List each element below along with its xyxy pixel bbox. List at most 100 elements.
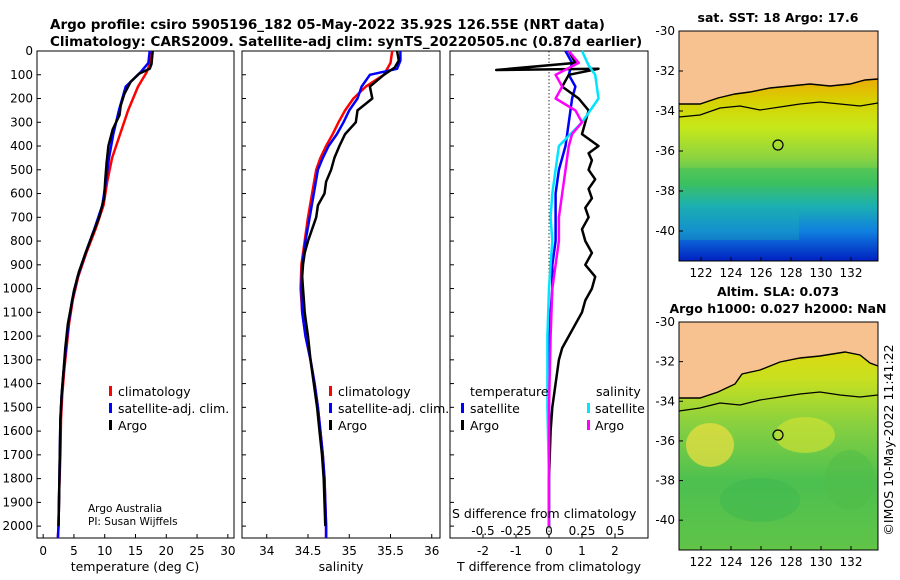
- map-lon-label: 130: [810, 266, 833, 280]
- credit-line2: PI: Susan Wijffels: [88, 516, 178, 528]
- sla-contour-line: [679, 391, 878, 412]
- legend3-sal-satellite-label: satellite: [595, 401, 645, 416]
- depth-tick-label: 100: [10, 68, 33, 82]
- map-lat-label: -40: [655, 513, 675, 527]
- x2-tick-label: 0.5: [605, 524, 624, 538]
- depth-tick-label: 800: [10, 234, 33, 248]
- depth-tick-label: 1100: [2, 305, 33, 319]
- sla-map-title2: Argo h1000: 0.027 h2000: NaN: [669, 301, 886, 316]
- x-tick-label: 0: [545, 544, 553, 558]
- depth-tick-label: 1700: [2, 448, 33, 462]
- map-lon-label: 132: [840, 266, 863, 280]
- map-lon-label: 126: [750, 555, 773, 569]
- series-line-satellite-adj-clim-: [56, 50, 151, 539]
- sla-argo-location-marker: [772, 429, 784, 441]
- difference-x-axis: -2 -1 0 1 2 -0.5 -0.25 0 0.25 0.5: [450, 50, 625, 558]
- x-tick-label: 1: [578, 544, 586, 558]
- sst-argo-location-marker: [772, 139, 784, 151]
- x-tick-label: 20: [159, 544, 174, 558]
- sla-map-frame: [678, 321, 879, 551]
- depth-tick-label: 1900: [2, 495, 33, 509]
- map-lat-label: -40: [655, 224, 675, 238]
- map-lat-label: -36: [655, 144, 675, 158]
- temperature-panel: 0100200300400500600700800900100011001200…: [2, 44, 235, 574]
- x-tick-label: 2: [611, 544, 619, 558]
- temperature-series: [56, 50, 154, 539]
- series-line-argo: [300, 50, 401, 527]
- series-line-satellite-adj-clim-: [300, 51, 402, 538]
- difference-panel: -2 -1 0 1 2 -0.5 -0.25 0 0.25 0.5 S difference fr…: [449, 50, 649, 574]
- x-tick-label: 10: [97, 544, 112, 558]
- salinity-diff-xlabel: S difference from climatology: [452, 506, 637, 521]
- series-line-salinity-satellite: [546, 50, 600, 527]
- depth-tick-label: 1000: [2, 282, 33, 296]
- legend3-sal-argo-label: Argo: [595, 418, 624, 433]
- depth-tick-label: 1500: [2, 400, 33, 414]
- x2-tick-label: 0.25: [569, 524, 596, 538]
- x-tick-label: 35: [342, 544, 357, 558]
- sla-map-axes: -30 -32 -34 -36 -38 -40 122 124 126 128 130 132: [655, 315, 862, 569]
- temperature-x-axis: 0 5 10 15 20 25 30: [39, 534, 235, 558]
- map-lat-label: -30: [655, 24, 675, 38]
- temperature-diff-xlabel: T difference from climatology: [456, 559, 642, 574]
- figure-title-line1: Argo profile: csiro 5905196_182 05-May-2…: [50, 17, 605, 33]
- map-lat-label: -36: [655, 434, 675, 448]
- legend2-argo-label: Argo: [338, 418, 367, 433]
- sla-coastline: [679, 351, 878, 399]
- legend3-salinity-header: salinity: [596, 384, 641, 399]
- salinity-panel: 34 34.5 35 35.5 36 salinity climatology sate…: [241, 50, 449, 574]
- depth-tick-label: 1300: [2, 353, 33, 367]
- sla-map-title1: Altim. SLA: 0.073: [717, 284, 839, 299]
- legend3-sal-argo-swatch: [587, 420, 590, 430]
- depth-tick-label: 1800: [2, 472, 33, 486]
- difference-series: [494, 50, 600, 527]
- sst-green-band: [679, 168, 878, 186]
- sst-coastline: [679, 78, 878, 105]
- legend3-sal-satellite-swatch: [587, 403, 590, 413]
- x2-tick-label: -0.25: [500, 524, 531, 538]
- legend3-temp-argo-swatch: [461, 420, 464, 430]
- map-lon-label: 124: [720, 555, 743, 569]
- sla-high-patch: [686, 423, 734, 467]
- salinity-legend: climatology satellite-adj. clim. Argo: [329, 384, 449, 433]
- salinity-axes-frame: [241, 50, 441, 539]
- sla-map: Altim. SLA: 0.073 Argo h1000: 0.027 h200…: [655, 284, 886, 569]
- map-lon-label: 130: [810, 555, 833, 569]
- sst-map-axes: -30 -32 -34 -36 -38 -40 122 124 126 128 130 132: [655, 24, 862, 280]
- map-lon-label: 122: [690, 555, 713, 569]
- x-tick-label: 35.5: [377, 544, 404, 558]
- sst-map-frame: [678, 30, 879, 262]
- legend2-climatology-label: climatology: [338, 384, 411, 399]
- legend-argo-label: Argo: [118, 418, 147, 433]
- legend2-satellite-label: satellite-adj. clim.: [338, 401, 449, 416]
- legend3-temp-argo-label: Argo: [470, 418, 499, 433]
- x-tick-label: 5: [70, 544, 78, 558]
- map-lat-label: -32: [655, 355, 675, 369]
- x2-tick-label: 0: [545, 524, 553, 538]
- depth-tick-label: 0: [25, 44, 33, 58]
- map-lat-label: -34: [655, 104, 675, 118]
- difference-legend: temperature salinity satellite Argo sate…: [461, 384, 645, 433]
- temperature-legend: climatology satellite-adj. clim. Argo: [109, 384, 229, 433]
- depth-axis: 0 100 200 300 400 500 600 700 800 900 1000 1100 1200…: [2, 44, 41, 533]
- salinity-series: [299, 50, 402, 538]
- salinity-x-axis: 34 34.5 35 35.5 36: [242, 50, 439, 558]
- sst-map-title: sat. SST: 18 Argo: 17.6: [698, 10, 859, 25]
- map-lat-label: -32: [655, 64, 675, 78]
- depth-tick-label: 700: [10, 210, 33, 224]
- legend2-climatology-swatch: [329, 386, 332, 396]
- salinity-xlabel: salinity: [319, 559, 364, 574]
- series-line-climatology: [299, 50, 394, 538]
- map-lon-label: 128: [780, 266, 803, 280]
- map-lat-label: -30: [655, 315, 675, 329]
- x-tick-label: -1: [510, 544, 522, 558]
- figure-title-line2: Climatology: CARS2009. Satellite-adj cli…: [50, 34, 642, 50]
- legend-climatology-swatch: [109, 386, 112, 396]
- legend3-temp-satellite-label: satellite: [470, 401, 520, 416]
- credit-line1: Argo Australia: [88, 503, 162, 515]
- temperature-axes-frame: [36, 50, 235, 539]
- depth-tick-label: 600: [10, 187, 33, 201]
- sla-land: [679, 322, 878, 398]
- legend3-temp-satellite-swatch: [461, 403, 464, 413]
